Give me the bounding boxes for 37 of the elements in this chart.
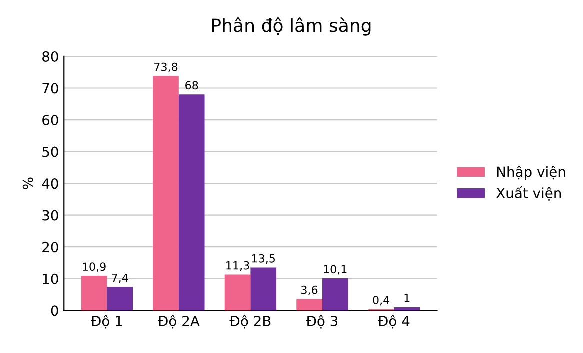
- bar: [296, 299, 322, 311]
- y-tick-label: 10: [43, 274, 58, 284]
- x-tick-label: Độ 2B: [230, 315, 271, 329]
- y-tick-label: 20: [42, 242, 58, 253]
- data-label: 7,4: [112, 274, 128, 284]
- data-label: 10,9: [83, 262, 106, 272]
- y-axis-title: %: [22, 178, 34, 190]
- x-tick-label: Độ 2A: [158, 315, 200, 329]
- chart-title: Phân độ lâm sàng: [212, 18, 371, 36]
- y-tick-label: 40: [42, 178, 58, 190]
- bar: [224, 274, 251, 311]
- bar: [178, 94, 205, 311]
- bar: [107, 287, 134, 311]
- x-tick-label: Độ 3: [306, 315, 338, 329]
- y-tick-label: 70: [42, 83, 58, 94]
- y-tick-label: 30: [42, 210, 58, 221]
- x-tick-label: Độ 1: [90, 315, 122, 329]
- data-label: 68: [186, 81, 198, 90]
- x-tick-label: Độ 4: [378, 315, 410, 329]
- y-tick-label: 60: [42, 114, 58, 126]
- y-tick-label: 0: [51, 306, 58, 316]
- bar: [81, 276, 108, 311]
- data-label: 3,6: [302, 286, 318, 296]
- data-label: 13,5: [252, 254, 276, 264]
- bar: [153, 76, 179, 311]
- y-tick-label: 80: [42, 51, 58, 62]
- bar: [250, 268, 277, 311]
- legend-label: Xuất viện: [496, 186, 562, 201]
- y-tick-label: 50: [42, 146, 58, 158]
- bar: [322, 278, 348, 311]
- data-label: 0,4: [373, 296, 390, 306]
- data-label: 10,1: [324, 265, 347, 275]
- data-label: 11,3: [226, 261, 250, 271]
- data-label: 1: [404, 294, 410, 302]
- data-label: 73,8: [154, 62, 178, 72]
- legend-label: Nhập viện: [497, 166, 566, 180]
- bar: [394, 307, 420, 311]
